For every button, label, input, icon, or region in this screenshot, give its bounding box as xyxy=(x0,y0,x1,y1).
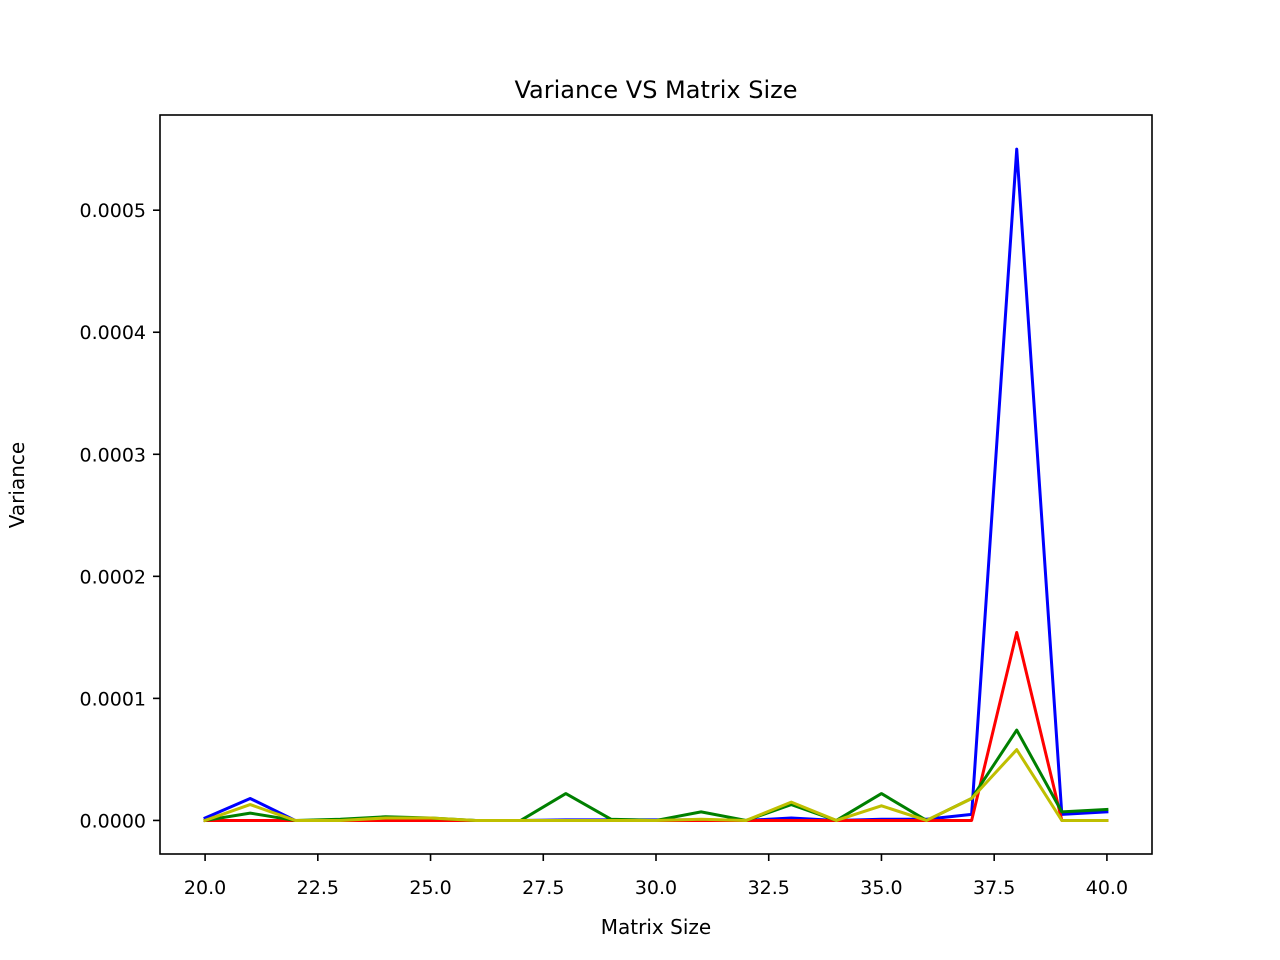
x-axis-label: Matrix Size xyxy=(601,915,711,939)
x-tick-label: 27.5 xyxy=(522,877,564,899)
y-axis-ticks: 0.0000 0.0001 0.0002 0.0003 0.0004 0.0005 xyxy=(80,200,160,832)
y-tick-label: 0.0003 xyxy=(80,444,146,466)
y-tick-label: 0.0002 xyxy=(80,566,146,588)
x-tick-label: 25.0 xyxy=(409,877,451,899)
x-tick-label: 40.0 xyxy=(1086,877,1128,899)
x-tick-label: 30.0 xyxy=(635,877,677,899)
y-axis-label: Variance xyxy=(5,442,29,528)
y-tick-label: 0.0005 xyxy=(80,200,146,222)
y-tick-label: 0.0001 xyxy=(80,688,146,710)
y-tick-label: 0.0004 xyxy=(80,322,146,344)
x-tick-label: 22.5 xyxy=(297,877,339,899)
x-tick-label: 35.0 xyxy=(860,877,902,899)
x-tick-label: 32.5 xyxy=(748,877,790,899)
x-tick-label: 37.5 xyxy=(973,877,1015,899)
chart-title: Variance VS Matrix Size xyxy=(514,76,797,104)
series-layer xyxy=(203,147,1109,823)
x-tick-label: 20.0 xyxy=(184,877,226,899)
x-axis-ticks: 20.0 22.5 25.0 27.5 30.0 32.5 35.0 37.5 40.0 xyxy=(184,854,1128,899)
y-tick-label: 0.0000 xyxy=(80,810,146,832)
series-line-4 xyxy=(203,748,1109,823)
